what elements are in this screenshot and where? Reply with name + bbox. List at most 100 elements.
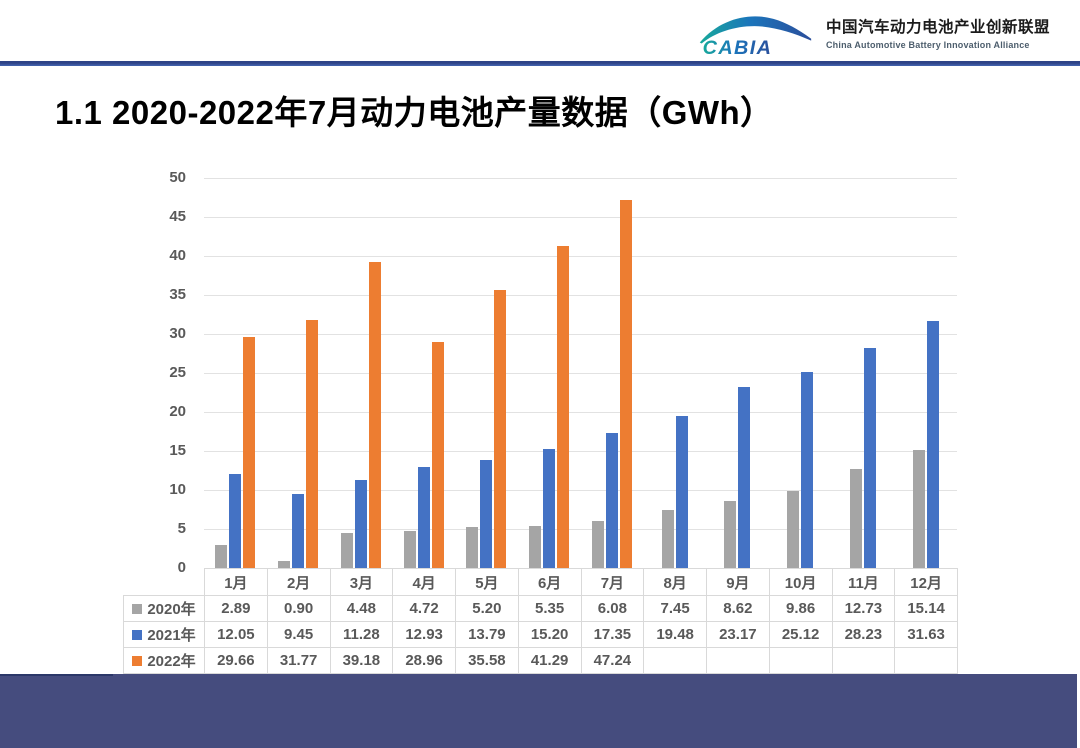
table-value-cell: 12.93 [392,621,456,648]
table-value-cell: 0.90 [266,595,331,622]
table-row-2020年: 2020年 2.89 0.90 4.48 4.72 5.20 5.35 6.08 7.45 8.6… [123,595,958,622]
table-value-cell: 12.73 [831,595,896,622]
bar-2021年-3月 [354,480,367,568]
table-value-cell: 31.77 [266,647,331,674]
gridline [204,451,957,452]
bar-2022年-5月 [494,290,507,568]
bar-2021年-10月 [801,372,814,568]
table-month-header: 8月 [643,568,707,596]
table-month-header: 7月 [580,568,645,596]
bar-2020年-5月 [466,527,479,568]
bar-group-3月 [330,178,393,568]
bar-2021年-11月 [863,348,876,568]
bar-group-2月 [267,178,330,568]
bar-group-4月 [392,178,455,568]
table-value-cell [706,647,770,674]
table-month-header: 3月 [329,568,394,596]
bar-group-12月 [894,178,957,568]
table-value-cell: 31.63 [894,621,958,648]
bar-2020年-11月 [849,469,862,568]
table-value-cell: 23.17 [706,621,770,648]
table-value-cell: 7.45 [643,595,707,622]
bar-2021年-5月 [480,460,493,568]
bar-2021年-12月 [926,321,939,568]
bar-2020年-6月 [529,526,542,568]
gridline [204,529,957,530]
gridline [204,217,957,218]
bar-2021年-6月 [543,449,556,568]
header-divider [0,61,1080,66]
table-month-header: 9月 [706,568,770,596]
y-axis-tick-label: 30 [169,325,186,342]
legend-swatch-icon [132,603,143,614]
bar-2022年-4月 [431,342,444,568]
y-axis-tick-label: 20 [169,403,186,420]
gridline [204,412,957,413]
table-value-cell: 5.20 [455,595,519,622]
table-value-cell: 41.29 [517,647,582,674]
table-month-header: 1月 [204,568,268,596]
table-value-cell [894,647,958,674]
bar-group-5月 [455,178,518,568]
table-value-cell: 25.12 [768,621,833,648]
bar-2020年-3月 [340,533,353,568]
gridline [204,490,957,491]
bar-group-9月 [706,178,769,568]
table-value-cell [831,647,896,674]
plot-area [204,178,957,569]
legend-label: 2020年 [147,601,196,618]
bar-2020年-2月 [278,561,291,568]
table-month-header: 2月 [266,568,331,596]
table-value-cell: 47.24 [580,647,645,674]
table-value-cell: 39.18 [329,647,394,674]
gridline [204,373,957,374]
bar-2020年-10月 [787,491,800,568]
y-axis-tick-label: 25 [169,364,186,381]
legend-label: 2021年 [147,627,196,644]
bar-2021年-4月 [417,467,430,568]
legend-swatch-icon [132,629,143,640]
gridline [204,295,957,296]
bar-2022年-2月 [306,320,319,568]
table-value-cell: 17.35 [580,621,645,648]
car-swoosh-icon [699,16,812,44]
bar-2022年-7月 [619,200,632,568]
bar-2020年-8月 [661,510,674,568]
table-value-cell: 11.28 [329,621,394,648]
table-value-cell: 12.05 [204,621,268,648]
logo-name-en: China Automotive Battery Innovation Alli… [825,39,1030,50]
y-axis-tick-label: 35 [169,286,186,303]
table-value-cell: 19.48 [643,621,707,648]
y-axis-tick-label: 15 [169,442,186,459]
logo-brand-text: CABIA [703,37,773,58]
cabia-logo-icon: CABIA [699,16,812,58]
bar-2021年-8月 [675,416,688,568]
table-value-cell: 2.89 [204,595,268,622]
table-value-cell [643,647,707,674]
gridline [204,256,957,257]
table-value-cell: 29.66 [204,647,268,674]
bar-group-1月 [204,178,267,568]
bar-2020年-1月 [215,545,228,568]
table-value-cell: 13.79 [455,621,519,648]
y-axis-tick-label: 45 [169,208,186,225]
table-month-header: 4月 [392,568,456,596]
y-axis-tick-label: 5 [177,520,186,537]
gridline [204,178,957,179]
bar-2022年-1月 [243,337,256,568]
y-axis-tick-label: 50 [169,169,186,186]
legend-cell-2022年: 2022年 [123,647,205,674]
page-title: 1.1 2020-2022年7月动力电池产量数据（GWh） [55,94,774,131]
legend-cell-2020年: 2020年 [123,595,205,622]
table-month-header: 5月 [455,568,519,596]
bar-group-8月 [643,178,706,568]
table-value-cell: 28.96 [392,647,456,674]
bar-group-6月 [518,178,581,568]
table-value-cell: 9.86 [768,595,833,622]
y-axis-tick-label: 40 [169,247,186,264]
legend-label: 2022年 [147,653,196,670]
bar-group-11月 [832,178,895,568]
y-axis-tick-label: 0 [177,559,186,576]
table-value-cell: 5.35 [517,595,582,622]
